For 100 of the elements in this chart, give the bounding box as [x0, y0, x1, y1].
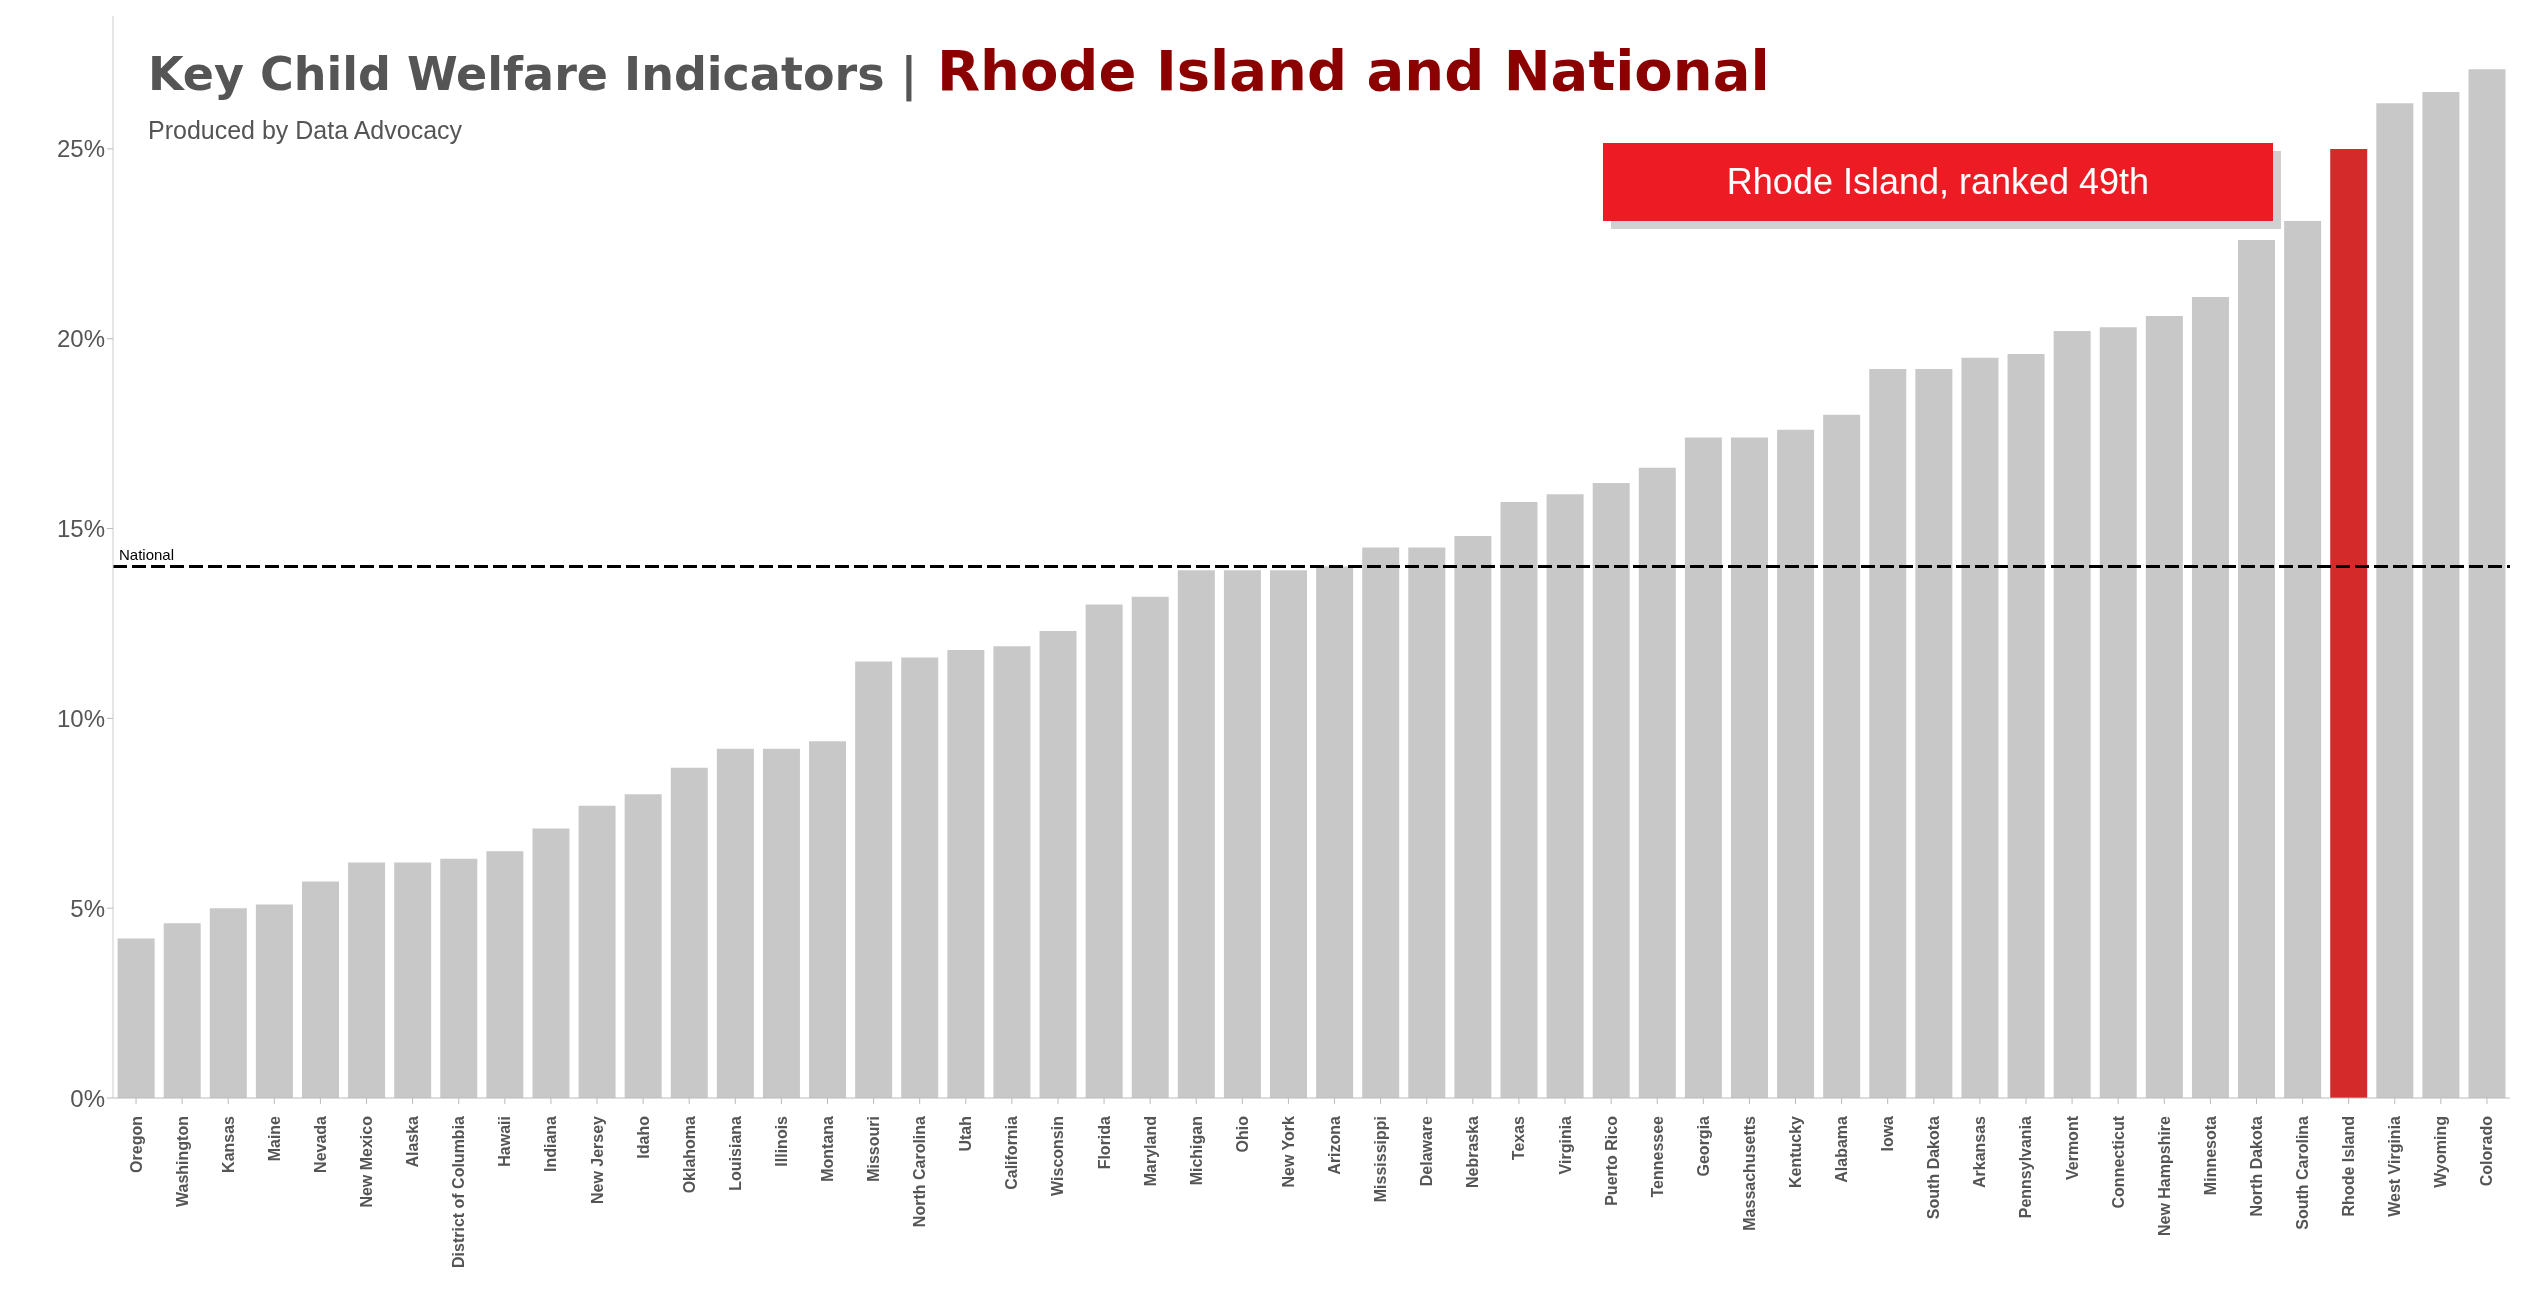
bar: [2145, 315, 2183, 1098]
x-tick-label: Florida: [1095, 1115, 1113, 1170]
bar: [394, 862, 432, 1098]
x-tick-label: Arizona: [1326, 1115, 1344, 1175]
bar: [163, 923, 201, 1098]
x-tick-label: Montana: [818, 1115, 836, 1182]
bar: [1869, 369, 1907, 1098]
bar: [1592, 482, 1630, 1098]
x-tick-label: Minnesota: [2201, 1115, 2219, 1196]
x-tick-label: Mississippi: [1372, 1116, 1390, 1203]
x-tick-label: South Dakota: [1925, 1115, 1943, 1220]
x-tick-label: Alabama: [1833, 1115, 1851, 1183]
bar: [2284, 221, 2322, 1098]
bar: [809, 741, 847, 1098]
x-tick-label: Virginia: [1556, 1115, 1574, 1175]
bar: [1546, 494, 1584, 1098]
x-tick-label: Wyoming: [2432, 1116, 2450, 1188]
bar: [2007, 353, 2045, 1098]
x-tick-label: Kentucky: [1787, 1115, 1805, 1189]
x-tick-label: Vermont: [2063, 1115, 2081, 1181]
x-tick-label: Massachusetts: [1740, 1115, 1758, 1231]
y-tick-label: 15%: [56, 515, 105, 543]
bar: [901, 657, 939, 1098]
text: Produced by Data Advocacy: [148, 116, 463, 145]
bar: [1454, 536, 1492, 1098]
x-tick-label: New York: [1279, 1115, 1297, 1188]
x-tick-label: Connecticut: [2109, 1115, 2127, 1209]
bar: [670, 767, 708, 1098]
x-tick-label: Iowa: [1879, 1115, 1897, 1152]
x-tick-label: New Hampshire: [2155, 1115, 2173, 1237]
x-tick-label: Texas: [1510, 1115, 1528, 1161]
bar: [1223, 570, 1261, 1098]
x-tick-label: Utah: [957, 1116, 975, 1152]
x-tick-label: Kansas: [219, 1115, 237, 1173]
bar: [486, 851, 524, 1098]
bar: [855, 661, 893, 1098]
y-tick-label: 10%: [56, 704, 105, 732]
bar: [2376, 103, 2414, 1098]
bar: [1915, 369, 1953, 1098]
x-tick-label: Nebraska: [1464, 1115, 1482, 1189]
bar: [1362, 547, 1400, 1098]
bar: [2191, 296, 2229, 1098]
x-tick-label: Alaska: [404, 1115, 422, 1168]
x-tick-label: Maine: [265, 1115, 283, 1162]
bar: [532, 828, 570, 1098]
bar: [1730, 437, 1768, 1098]
bar: [2330, 148, 2368, 1098]
x-tick-label: Hawaii: [496, 1116, 514, 1167]
bar: [117, 938, 155, 1098]
x-tick-label: California: [1003, 1115, 1021, 1190]
x-tick-label: Georgia: [1694, 1115, 1712, 1177]
y-tick-label: 20%: [56, 325, 105, 353]
bar: [993, 646, 1031, 1098]
y-tick-label: 0%: [70, 1084, 105, 1112]
bar: [255, 904, 293, 1098]
bar: [1316, 566, 1354, 1098]
x-tick-label: Missouri: [865, 1116, 883, 1182]
bar: [1039, 631, 1077, 1098]
x-tick-label: Tennessee: [1648, 1115, 1666, 1198]
bar: [1823, 414, 1861, 1098]
bar: [947, 650, 985, 1098]
x-tick-label: Oregon: [127, 1116, 145, 1173]
x-tick-label: Michigan: [1187, 1116, 1205, 1186]
x-tick-label: Illinois: [772, 1115, 790, 1167]
bar: [301, 881, 339, 1098]
x-tick-label: Louisiana: [726, 1115, 744, 1191]
bar: [1085, 604, 1123, 1098]
x-tick-label: New Jersey: [588, 1115, 606, 1205]
x-tick-label: Colorado: [2478, 1115, 2496, 1187]
bar: [2053, 331, 2091, 1098]
chart-title: Key Child Welfare Indicators | Rhode Island and National: [148, 38, 1770, 103]
bar: [1131, 596, 1169, 1098]
x-tick-label: Maryland: [1141, 1116, 1159, 1187]
bar: [1270, 570, 1308, 1098]
x-tick-label: New Mexico: [358, 1115, 376, 1208]
bar: [1961, 357, 1999, 1098]
bar: [2099, 327, 2137, 1098]
x-tick-label: North Dakota: [2247, 1115, 2265, 1217]
bar: [1777, 429, 1815, 1098]
bar: [1177, 570, 1215, 1098]
y-tick-label: 25%: [56, 135, 105, 163]
bar: [762, 748, 800, 1098]
x-tick-label: Oklahoma: [680, 1115, 698, 1194]
x-tick-label: Idaho: [634, 1115, 652, 1159]
x-tick-label: District of Columbia: [450, 1115, 468, 1269]
x-tick-label: Indiana: [542, 1115, 560, 1173]
bar: [1684, 437, 1722, 1098]
bar: [348, 862, 386, 1098]
bar: [2238, 239, 2276, 1098]
x-tick-label: Arkansas: [1971, 1115, 1989, 1189]
x-tick-label: Delaware: [1418, 1115, 1436, 1187]
bar: [209, 908, 247, 1098]
x-tick-label: Nevada: [311, 1115, 329, 1173]
x-tick-label: South Carolina: [2294, 1115, 2312, 1230]
x-tick-label: Washington: [173, 1116, 191, 1207]
x-tick-label: Rhode Island: [2340, 1116, 2358, 1217]
ref-line-label: National: [119, 546, 175, 564]
bar: [440, 858, 478, 1098]
bar: [624, 794, 662, 1098]
bar: [1408, 547, 1446, 1098]
